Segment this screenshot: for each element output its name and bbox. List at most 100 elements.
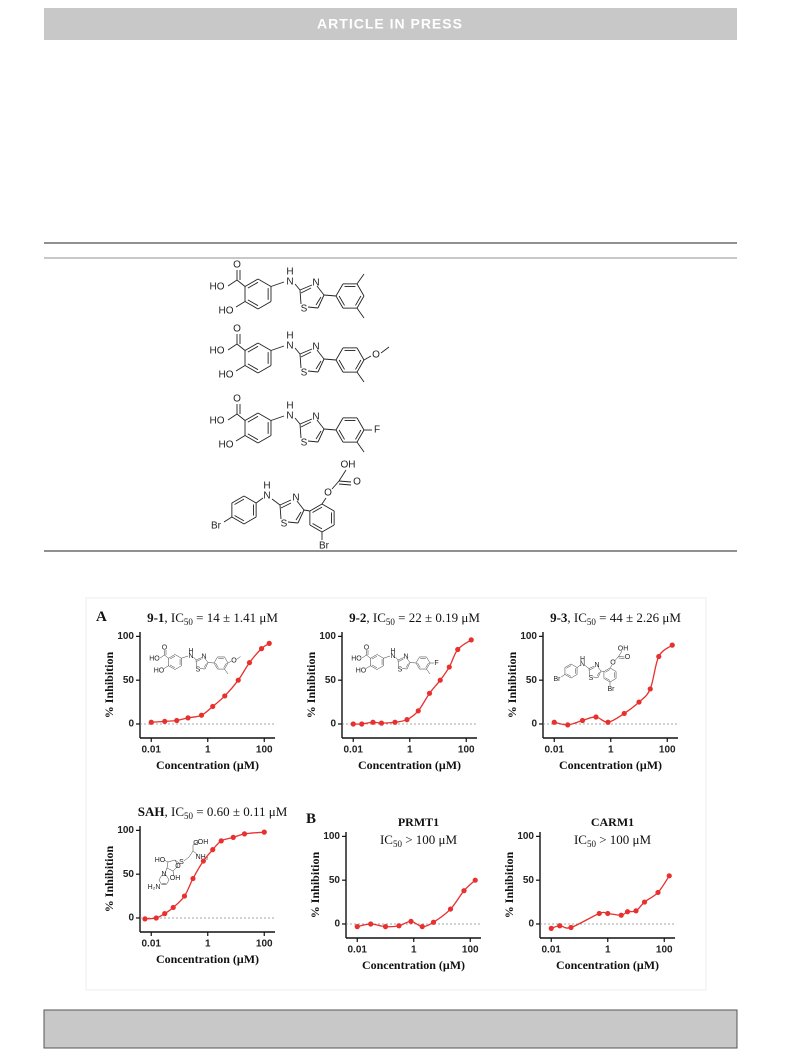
bond [315,430,322,440]
data-point [605,719,611,725]
bond [195,657,203,661]
x-tick-label: 0.01 [542,945,562,956]
data-point [415,708,421,714]
bond [299,348,313,355]
data-point [636,699,642,705]
bond [321,497,327,505]
y-tick-label: 100 [517,831,534,842]
chart-subtitle: 9-2, IC50 = 22 ± 0.19 μM [349,610,480,627]
atom-label: S [301,304,308,315]
bond [570,674,578,679]
y-tick-label: 0 [330,719,336,730]
atom-label: HO [356,667,367,674]
bond [255,497,264,504]
ic-subscript: 50 [386,617,396,627]
data-point [408,918,414,924]
chart: 0 50 100 0.01 1 100 Concentration (μM) % Inhibi… [308,815,481,972]
x-axis-label: Concentration (μM) [559,758,662,772]
atom-label: N [580,661,585,668]
data-point [382,924,389,930]
bond [297,509,305,524]
atom-label: O [324,488,332,499]
atom-label: H [188,648,193,655]
bond [426,656,431,664]
bond [338,295,345,306]
atom-label: HO [154,667,165,674]
bond [243,516,257,525]
data-point [669,642,675,648]
bond [299,353,302,369]
data-point [461,888,467,894]
bond [166,879,170,885]
bond [231,516,245,525]
bond [247,363,259,371]
bond [596,671,600,677]
data-point [621,710,627,717]
ic-subscript: 50 [184,617,194,627]
bond [295,511,302,521]
bond [356,371,365,383]
bond [183,856,190,862]
chart-subtitle: IC50 > 100 μM [380,832,458,849]
atom-label: S [301,368,308,379]
data-point [633,908,639,914]
bond [299,289,302,305]
y-axis-label: % Inhibition [502,851,516,918]
y-tick-label: 100 [323,831,340,842]
bond [335,429,344,443]
atom-label: Br [319,541,330,552]
data-point [210,847,216,853]
x-tick-label: 1 [411,945,417,956]
bond [309,524,323,533]
bond [257,365,272,374]
bond [235,435,246,442]
x-tick-label: 100 [256,939,273,950]
atom-label: N [312,278,319,289]
atom-label: HO [219,370,234,381]
atom-label: HO [210,282,225,293]
bond [592,676,599,678]
bond [370,665,378,670]
data-point [624,909,631,915]
bond [376,654,384,659]
atom-label: O [364,644,370,651]
atom-label: N [292,493,299,504]
data-point [430,919,437,925]
bond [415,656,420,664]
bond [323,428,337,431]
x-axis-label: Concentration (μM) [362,958,465,972]
y-axis-label: % Inhibition [308,851,322,918]
atom-label: HO [219,440,234,451]
atom-label: O [193,840,199,847]
bond [296,500,305,511]
bond [560,674,566,678]
atom-label: HO [155,857,166,864]
bond [415,662,420,670]
bond [300,421,312,428]
data-point [258,646,265,652]
data-point [557,923,563,929]
bond [247,433,259,441]
bond [188,850,194,858]
x-tick-label: 0.01 [142,745,162,756]
bond [618,657,625,659]
bond [299,423,302,439]
chart-title: CARM1 [591,815,634,829]
bond [355,429,362,440]
atom-label: OH [198,839,209,846]
bond [321,524,335,533]
bond [223,516,233,523]
bond [609,678,617,683]
bond [356,441,365,453]
ic-subscript: 50 [587,839,597,849]
bond [247,345,259,353]
atom-label: H [580,656,585,663]
atom-label: H [390,648,395,655]
data-point [568,924,574,931]
bond [564,663,572,668]
ic-subscript: 50 [184,811,194,821]
y-tick-label: 50 [523,875,535,886]
bond [243,495,257,504]
